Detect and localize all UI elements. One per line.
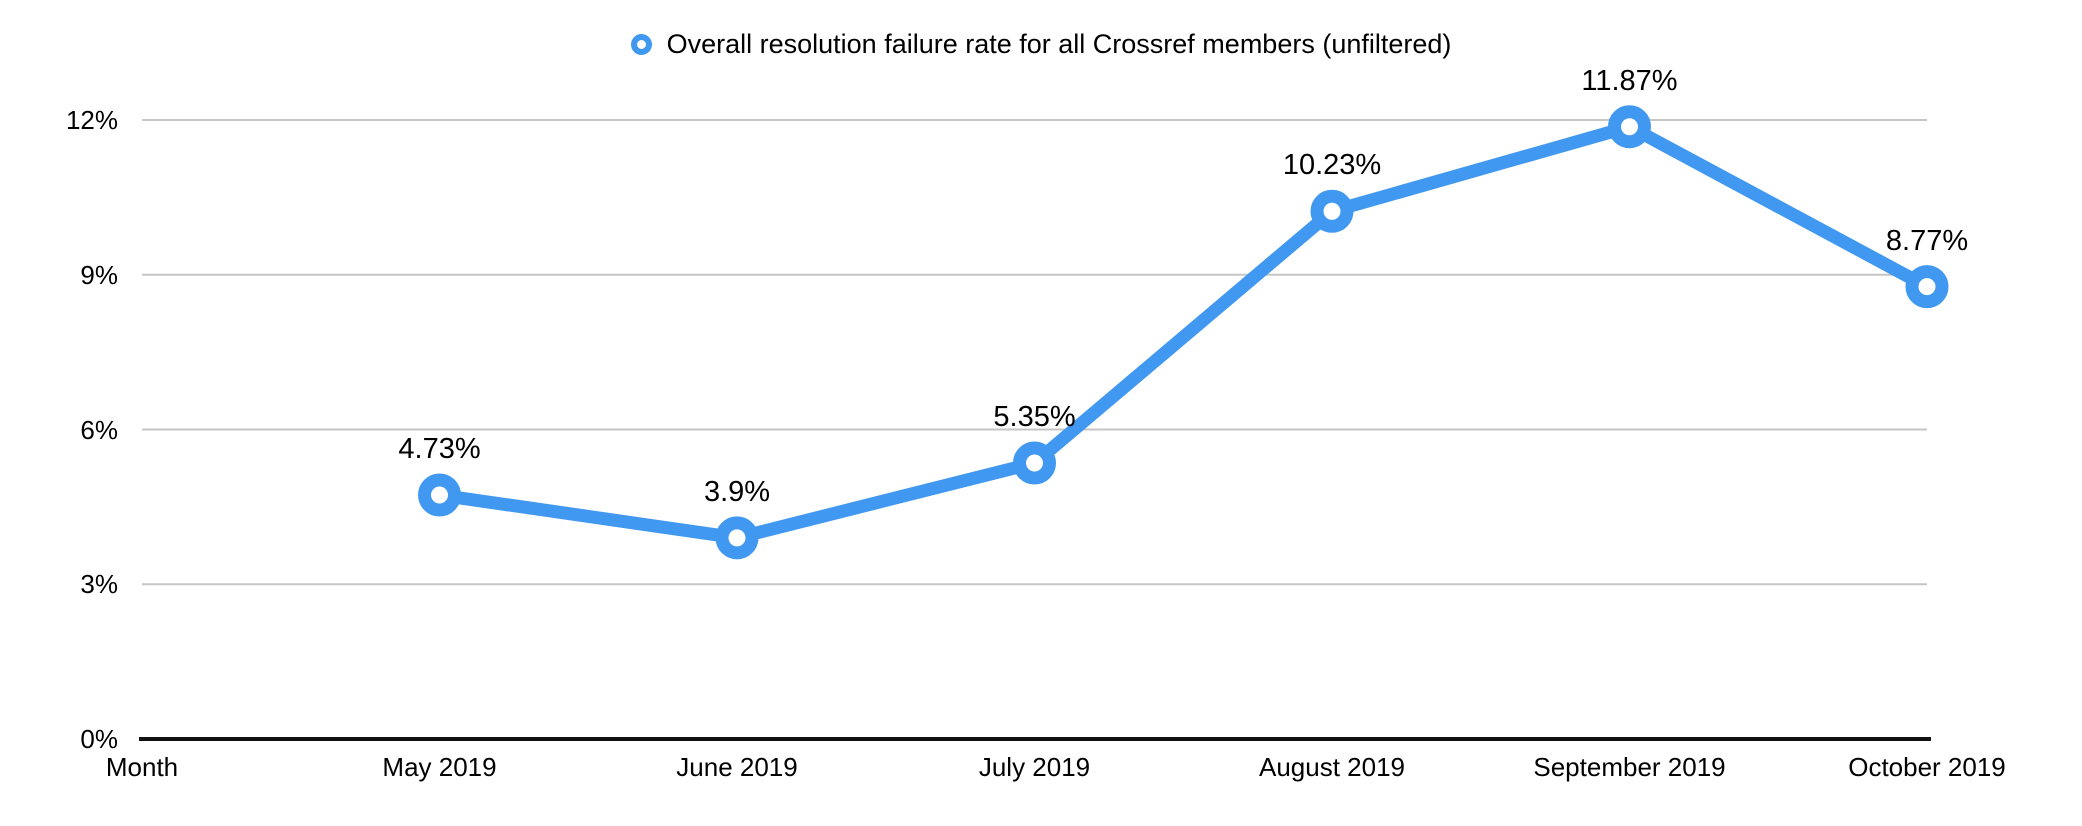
series-line: [433, 120, 1934, 545]
data-point-july-2019: [1013, 441, 1056, 485]
data-point-october-2019: [1905, 265, 1949, 309]
data-point-june-2019: [715, 516, 759, 560]
legend-series-label: Overall resolution failure rate for all …: [666, 29, 1452, 59]
legend-series-marker-icon: [630, 33, 652, 55]
data-point-september-2019: [1608, 105, 1651, 149]
chart-legend: Overall resolution failure rate for all …: [0, 27, 2082, 61]
data-point-may-2019: [418, 473, 461, 517]
data-point-august-2019: [1310, 189, 1354, 233]
